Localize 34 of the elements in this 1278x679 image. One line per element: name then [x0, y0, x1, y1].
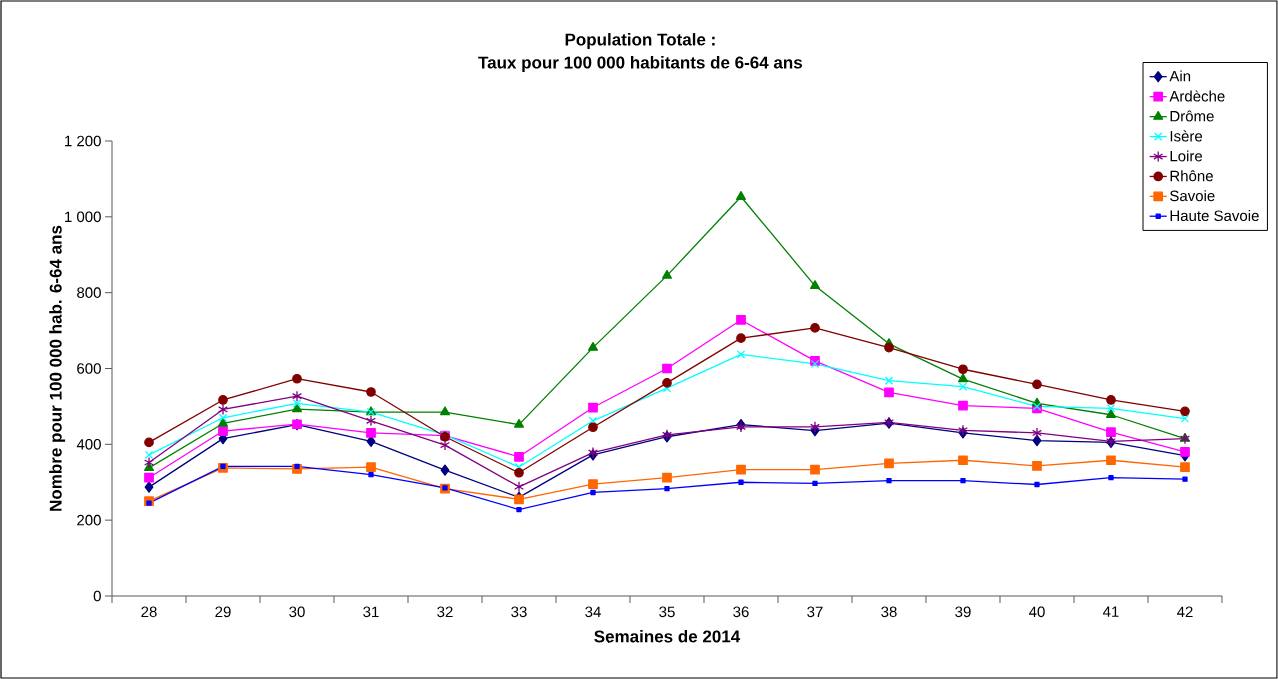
legend-label: Ardèche [1169, 90, 1225, 102]
x-tick-label: 38 [881, 606, 897, 618]
x-tick-label: 42 [1176, 606, 1193, 617]
x-tick-label: 32 [437, 606, 453, 618]
y-tick-label: 1 000 [65, 211, 101, 223]
x-tick-label: 36 [733, 606, 749, 618]
y-tick-label: 0 [93, 590, 101, 602]
legend-label: Drôme [1170, 110, 1214, 122]
y-tick-label: 800 [77, 287, 101, 298]
x-tick-label: 41 [1102, 606, 1119, 617]
legend-label: Rhône [1170, 170, 1213, 182]
legend-label: Loire [1170, 150, 1203, 162]
y-tick-label: 200 [77, 514, 101, 526]
legend-label: Savoie [1170, 190, 1215, 202]
x-tick-label: 29 [215, 606, 231, 618]
legend-label: Isère [1170, 130, 1203, 142]
y-tick-label: 600 [77, 363, 101, 374]
x-tick-label: 40 [1028, 606, 1045, 618]
x-tick-label: 33 [511, 606, 527, 618]
y-axis-title: Nombre pour 100 000 hab. 6-64 ans [49, 225, 66, 511]
x-axis-title: Semaines de 2014 [594, 630, 741, 643]
y-tick-label: 400 [76, 439, 101, 450]
x-tick-label: 28 [141, 606, 157, 618]
legend-label: Haute Savoie [1170, 210, 1259, 222]
x-tick-label: 39 [955, 606, 971, 618]
x-tick-label: 35 [659, 606, 675, 618]
x-tick-label: 31 [363, 606, 379, 618]
y-tick-label: 1 200 [65, 135, 101, 147]
x-tick-label: 30 [289, 606, 305, 618]
legend-label: Ain [1169, 70, 1191, 82]
chart-subtitle: Taux pour 100 000 habitants de 6-64 ans [478, 56, 802, 72]
x-tick-label: 34 [585, 606, 601, 618]
chart-title: Population Totale : [565, 33, 715, 49]
x-tick-label: 37 [807, 606, 823, 618]
